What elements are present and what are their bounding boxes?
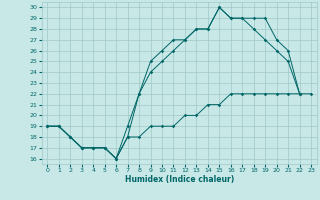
- X-axis label: Humidex (Indice chaleur): Humidex (Indice chaleur): [124, 175, 234, 184]
